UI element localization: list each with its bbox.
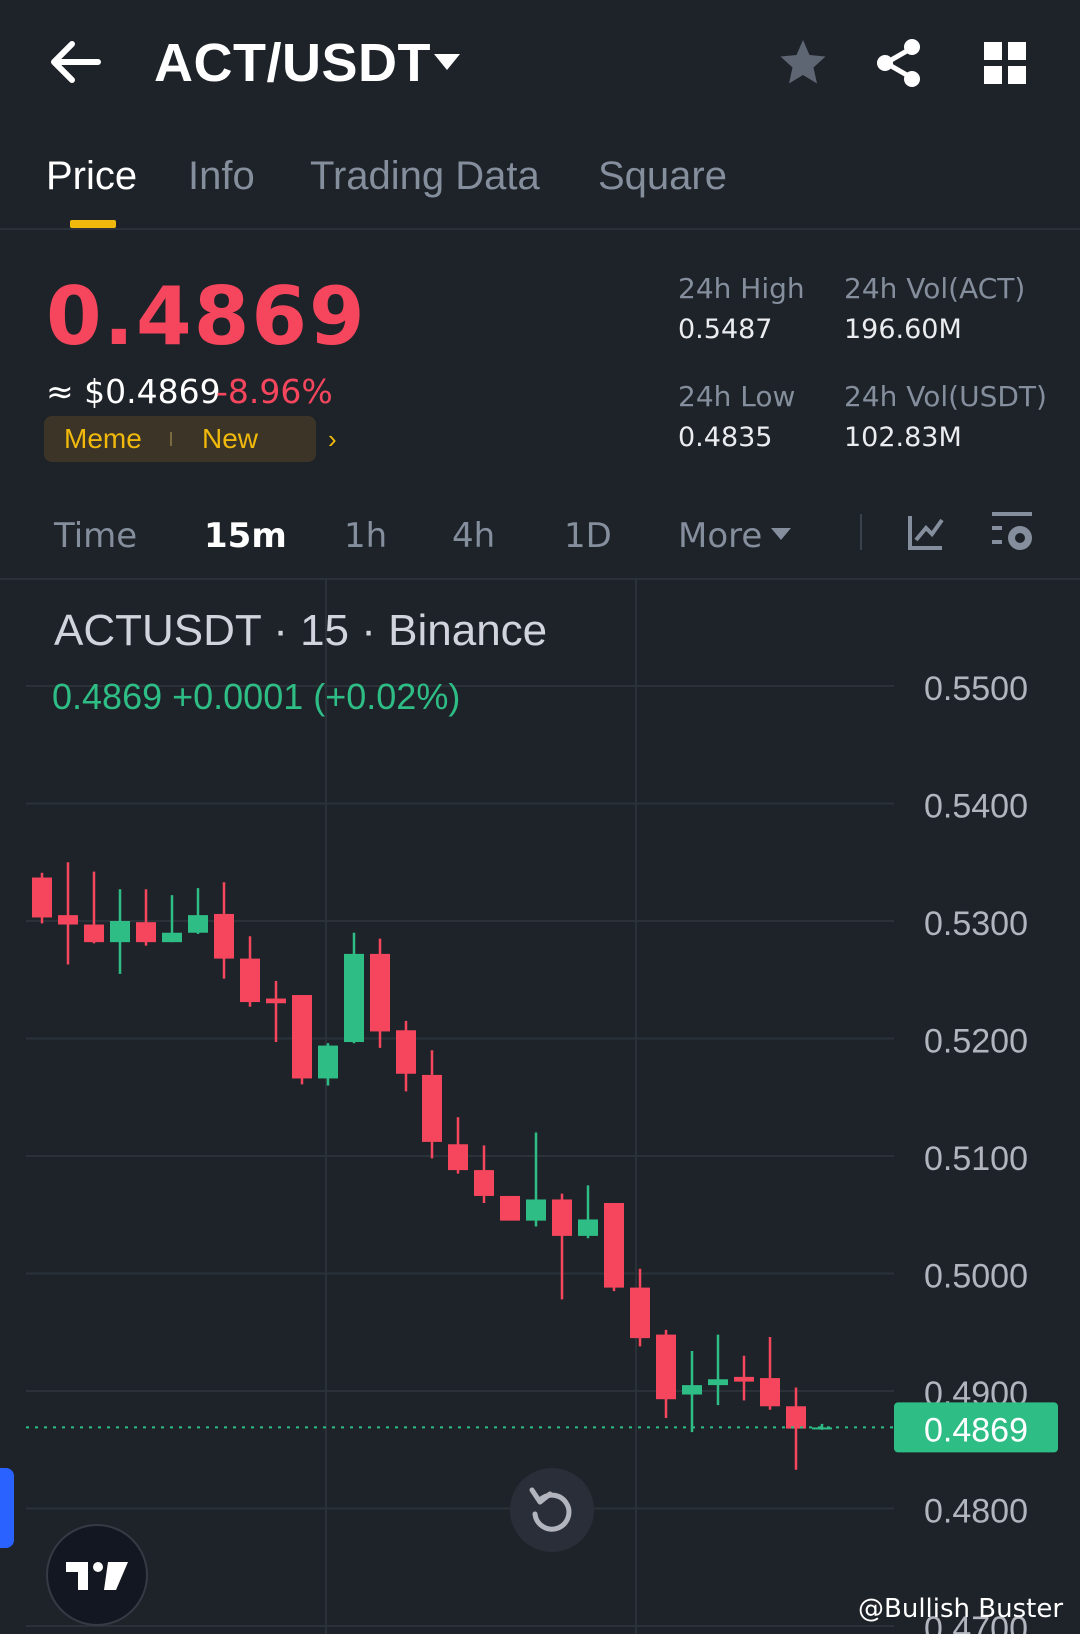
chart-settings-icon[interactable] bbox=[990, 510, 1036, 554]
candle-body bbox=[552, 1199, 572, 1236]
interval-15m[interactable]: 15m bbox=[204, 516, 287, 556]
interval-1d[interactable]: 1D bbox=[564, 516, 612, 556]
more-caret-icon[interactable] bbox=[770, 526, 792, 542]
indicator-chart-icon[interactable] bbox=[906, 512, 946, 552]
candlestick-chart[interactable]: 0.5500 0.5400 0.5300 0.5200 0.5100 0.5000 0.49… bbox=[0, 580, 1080, 1634]
y-axis-tick-label: 0.4800 bbox=[924, 1493, 1028, 1531]
candle-body bbox=[708, 1379, 728, 1386]
candle-body bbox=[474, 1170, 494, 1196]
candle-body bbox=[292, 995, 312, 1079]
candle-body bbox=[344, 953, 364, 1043]
stat-high-label: 24h High bbox=[678, 272, 805, 305]
change-percent: -8.96% bbox=[216, 372, 333, 411]
tag-new[interactable]: New bbox=[202, 423, 259, 454]
candle-body bbox=[214, 913, 234, 959]
candle-body bbox=[162, 932, 182, 943]
y-axis-tick-label: 0.5300 bbox=[924, 905, 1028, 943]
interval-time[interactable]: Time bbox=[54, 516, 138, 556]
y-axis-tick-label: 0.5200 bbox=[924, 1023, 1028, 1061]
stat-high-value: 0.5487 bbox=[678, 314, 773, 345]
chart-ohlc-readout: 0.4869 +0.0001 (+0.02%) bbox=[52, 676, 461, 717]
interval-more[interactable]: More bbox=[678, 516, 763, 556]
candle-body bbox=[266, 998, 286, 1004]
chevron-right-icon: › bbox=[328, 424, 337, 454]
tab-square[interactable]: Square bbox=[598, 154, 727, 198]
candle-body bbox=[396, 1030, 416, 1074]
candle-body bbox=[578, 1219, 598, 1236]
interval-bar-divider bbox=[0, 578, 1080, 580]
tag-separator bbox=[170, 432, 172, 446]
fiat-price: ≈ $0.4869 bbox=[46, 372, 221, 411]
candle-body bbox=[604, 1203, 624, 1288]
candle-body bbox=[58, 915, 78, 925]
interval-4h[interactable]: 4h bbox=[452, 516, 496, 556]
candle-body bbox=[656, 1334, 676, 1400]
last-price-tag-label: 0.4869 bbox=[924, 1411, 1028, 1449]
tag-meme[interactable]: Meme bbox=[64, 423, 142, 454]
interval-divider bbox=[860, 514, 862, 550]
chart-canvas[interactable]: 0.55000.54000.53000.52000.51000.50000.49… bbox=[0, 580, 1080, 1634]
share-icon[interactable] bbox=[872, 36, 926, 90]
last-price: 0.4869 bbox=[46, 270, 367, 363]
candle-body bbox=[188, 915, 208, 933]
candle-body bbox=[500, 1195, 520, 1221]
y-axis-tick-label: 0.5400 bbox=[924, 788, 1028, 826]
stat-vol-base-label: 24h Vol(ACT) bbox=[844, 272, 1026, 305]
candle-body bbox=[760, 1378, 780, 1407]
chart-title: ACTUSDT · 15 · Binance bbox=[54, 606, 548, 655]
stat-vol-base-value: 196.60M bbox=[844, 314, 962, 345]
header: ACT/USDT bbox=[0, 0, 1080, 128]
pair-title[interactable]: ACT/USDT bbox=[154, 33, 431, 93]
candle-body bbox=[448, 1144, 468, 1171]
candle-body bbox=[682, 1385, 702, 1395]
candle-body bbox=[812, 1427, 832, 1430]
candle-body bbox=[526, 1199, 546, 1221]
candle-body bbox=[370, 953, 390, 1032]
stat-vol-quote-label: 24h Vol(USDT) bbox=[844, 380, 1047, 413]
tab-trading-data[interactable]: Trading Data bbox=[310, 154, 540, 198]
tab-price[interactable]: Price bbox=[46, 154, 138, 198]
y-axis-tick-label: 0.5500 bbox=[924, 670, 1028, 708]
caret-down-icon[interactable] bbox=[432, 50, 462, 74]
candle-body bbox=[318, 1045, 338, 1079]
candle-body bbox=[786, 1406, 806, 1429]
tradingview-logo-icon bbox=[66, 1562, 128, 1590]
y-axis-tick-label: 0.5100 bbox=[924, 1140, 1028, 1178]
candle-body bbox=[32, 877, 52, 918]
active-tab-indicator bbox=[70, 220, 116, 228]
candle-body bbox=[240, 958, 260, 1003]
tradingview-logo[interactable] bbox=[46, 1524, 148, 1626]
candle-body bbox=[422, 1074, 442, 1142]
tag-strip[interactable]: Meme New › bbox=[44, 416, 337, 462]
y-axis-tick-label: 0.5000 bbox=[924, 1258, 1028, 1296]
reset-chart-button[interactable] bbox=[510, 1468, 594, 1552]
stat-vol-quote-value: 102.83M bbox=[844, 422, 962, 453]
watermark: @Bullish Buster bbox=[858, 1594, 1064, 1624]
y-axis-tick-label: 0.4700 bbox=[924, 1610, 1028, 1634]
interval-1h[interactable]: 1h bbox=[344, 516, 388, 556]
candle-body bbox=[84, 924, 104, 943]
star-icon[interactable] bbox=[776, 36, 830, 90]
tab-bar: Price Info Trading Data Square bbox=[0, 140, 1080, 230]
side-drawer-handle[interactable] bbox=[0, 1468, 14, 1548]
back-arrow-icon[interactable] bbox=[46, 36, 104, 88]
reset-icon bbox=[529, 1487, 572, 1532]
last-price-tag bbox=[894, 1402, 1058, 1453]
stat-low-value: 0.4835 bbox=[678, 422, 773, 453]
tab-info[interactable]: Info bbox=[188, 154, 255, 198]
candle-body bbox=[110, 921, 130, 943]
candle-body bbox=[136, 922, 156, 943]
grid-menu-icon[interactable] bbox=[978, 36, 1032, 90]
candle-body bbox=[734, 1376, 754, 1382]
candle-body bbox=[630, 1287, 650, 1339]
stat-low-label: 24h Low bbox=[678, 380, 796, 413]
